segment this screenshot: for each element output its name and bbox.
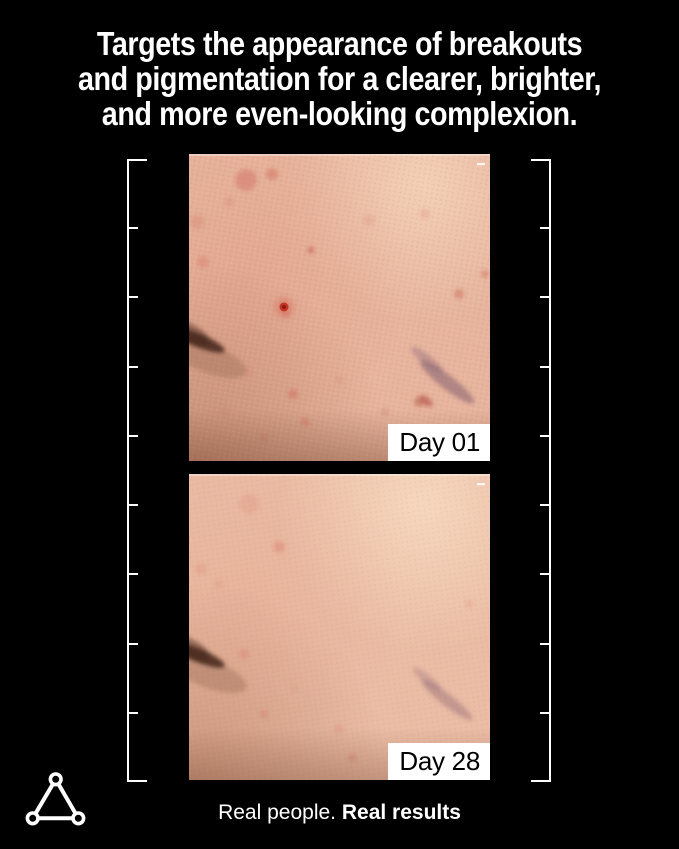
before-photo-day-01: Day 01: [189, 154, 490, 461]
nose-crease-shadow: [189, 318, 247, 378]
triangle-logo: [25, 772, 86, 826]
nose-crease-shadow: [189, 633, 247, 693]
tagline-bold: Real results: [341, 801, 461, 824]
tagline-regular: Real people.: [218, 801, 342, 824]
skin-photo-before: [189, 154, 490, 461]
ruler-tick: [129, 573, 138, 576]
ruler-tick: [540, 642, 549, 645]
day-28-label: Day 28: [388, 743, 490, 780]
headline-line-3: and more even-looking complexion.: [101, 95, 578, 132]
ruler-tick: [129, 434, 138, 437]
ruler-tick: [540, 711, 549, 714]
ruler-tick: [540, 504, 549, 507]
ruler-tick: [531, 159, 549, 161]
vein-discoloration-faded: [412, 667, 473, 721]
ruler-tick: [129, 642, 138, 645]
vein-discoloration: [410, 347, 475, 407]
prominent-red-spot: [275, 298, 293, 316]
ruler-tick: [540, 227, 549, 230]
after-photo-day-28: Day 28: [189, 474, 490, 780]
tagline: Real people. Real results: [0, 801, 679, 825]
headline-line-1: Targets the appearance of breakouts: [96, 25, 583, 62]
ruler-tick: [540, 365, 549, 368]
ruler-tick: [540, 573, 549, 576]
ruler-tick: [129, 780, 147, 782]
ruler-tick: [531, 780, 549, 782]
headline: Targets the appearance of breakouts and …: [44, 26, 635, 131]
ruler-tick: [129, 365, 138, 368]
ruler-tick: [129, 711, 138, 714]
ruler-left-bracket: [127, 159, 149, 782]
ruler-tick: [540, 434, 549, 437]
ruler-tick: [129, 504, 138, 507]
ruler-right-bracket: [529, 159, 551, 782]
headline-line-2: and pigmentation for a clearer, brighter…: [77, 60, 601, 97]
ruler-tick: [129, 227, 138, 230]
ruler-tick: [540, 296, 549, 299]
day-01-label: Day 01: [388, 424, 490, 461]
skin-photo-after: [189, 474, 490, 780]
ruler-tick: [129, 159, 147, 161]
ruler-tick: [129, 296, 138, 299]
